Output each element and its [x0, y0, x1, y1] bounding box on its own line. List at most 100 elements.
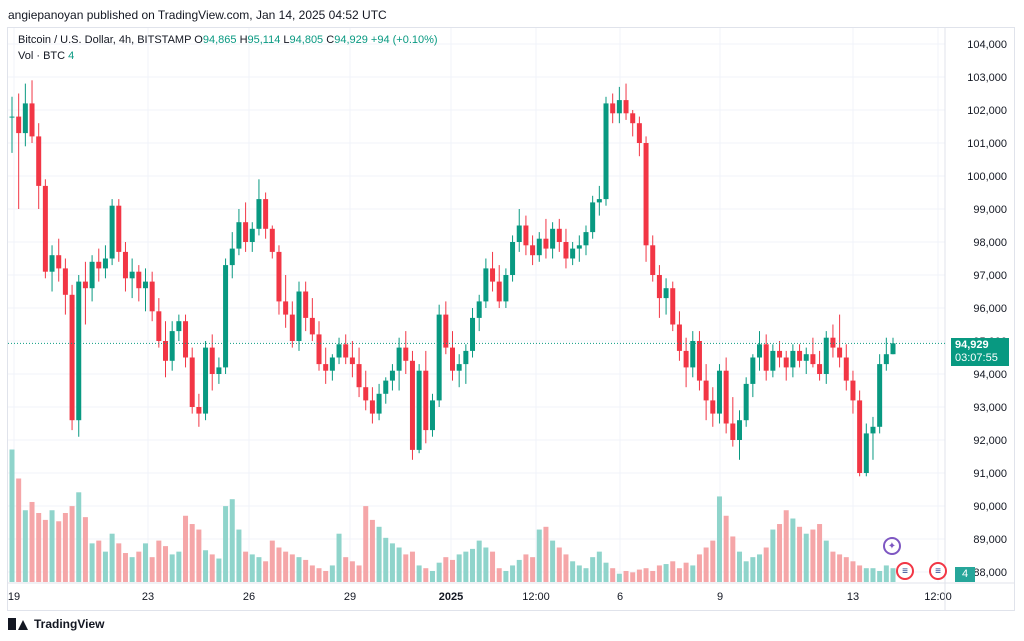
candle-body[interactable] — [416, 370, 422, 450]
candle-body[interactable] — [429, 400, 435, 431]
candle-body[interactable] — [303, 291, 309, 318]
candle-body[interactable] — [42, 185, 48, 272]
candle-body[interactable] — [763, 344, 769, 371]
candle-body[interactable] — [189, 357, 195, 408]
candle-body[interactable] — [616, 100, 622, 114]
candle-body[interactable] — [56, 255, 62, 269]
candle-body[interactable] — [389, 370, 395, 381]
candle-body[interactable] — [797, 350, 803, 361]
candle-body[interactable] — [877, 364, 883, 427]
candle-body[interactable] — [356, 364, 362, 388]
candle-body[interactable] — [36, 136, 42, 186]
candle-body[interactable] — [283, 301, 289, 315]
candle-body[interactable] — [29, 103, 35, 137]
candle-body[interactable] — [229, 248, 235, 266]
candle-body[interactable] — [843, 357, 849, 381]
candle-body[interactable] — [536, 238, 542, 256]
candle-body[interactable] — [863, 433, 869, 473]
candle-body[interactable] — [122, 251, 128, 279]
candle-body[interactable] — [817, 364, 823, 374]
candle-body[interactable] — [376, 393, 382, 414]
candle-body[interactable] — [9, 116, 15, 118]
candle-body[interactable] — [883, 354, 889, 365]
candle-body[interactable] — [850, 380, 856, 401]
candle-body[interactable] — [636, 123, 642, 143]
candle-body[interactable] — [156, 311, 162, 341]
candle-body[interactable] — [550, 228, 556, 249]
candle-body[interactable] — [349, 357, 355, 365]
candle-body[interactable] — [830, 337, 836, 348]
candle-body[interactable] — [316, 334, 322, 365]
candle-body[interactable] — [96, 261, 102, 269]
event-marker-icon[interactable]: ✦ — [883, 537, 901, 555]
candle-body[interactable] — [603, 103, 609, 200]
candle-body[interactable] — [837, 347, 843, 358]
volume-label[interactable]: Vol · BTC — [18, 50, 66, 62]
candle-body[interactable] — [363, 387, 369, 401]
candle-body[interactable] — [22, 103, 28, 134]
candle-body[interactable] — [683, 350, 689, 368]
candle-body[interactable] — [523, 225, 529, 246]
candle-body[interactable] — [890, 343, 896, 355]
candle-body[interactable] — [69, 294, 75, 421]
candle-body[interactable] — [49, 255, 55, 272]
candle-body[interactable] — [470, 317, 476, 351]
candle-body[interactable] — [723, 370, 729, 424]
candle-body[interactable] — [216, 367, 222, 374]
candle-body[interactable] — [116, 205, 122, 252]
candle-body[interactable] — [236, 222, 242, 249]
candle-body[interactable] — [163, 341, 169, 361]
candle-body[interactable] — [743, 383, 749, 421]
candle-body[interactable] — [676, 324, 682, 351]
candle-body[interactable] — [583, 232, 589, 246]
candle-body[interactable] — [716, 370, 722, 414]
candle-body[interactable] — [423, 370, 429, 431]
candle-body[interactable] — [136, 271, 142, 289]
candle-body[interactable] — [476, 301, 482, 318]
candle-body[interactable] — [89, 261, 95, 289]
candle-body[interactable] — [169, 331, 175, 361]
candle-body[interactable] — [409, 360, 415, 450]
candle-body[interactable] — [750, 357, 756, 384]
candle-body[interactable] — [82, 281, 88, 289]
candle-body[interactable] — [757, 344, 763, 358]
candle-body[interactable] — [276, 251, 282, 302]
candle-body[interactable] — [403, 347, 409, 361]
candle-body[interactable] — [670, 288, 676, 325]
candle-body[interactable] — [736, 420, 742, 440]
candle-body[interactable] — [570, 248, 576, 259]
candle-body[interactable] — [516, 225, 522, 243]
candle-body[interactable] — [209, 347, 215, 374]
candle-body[interactable] — [656, 275, 662, 299]
candle-body[interactable] — [783, 357, 789, 368]
candle-body[interactable] — [269, 228, 275, 252]
candle-body[interactable] — [443, 314, 449, 348]
candle-body[interactable] — [296, 291, 302, 342]
candle-body[interactable] — [703, 380, 709, 401]
candle-body[interactable] — [556, 228, 562, 242]
candle-body[interactable] — [323, 364, 329, 371]
candle-body[interactable] — [256, 199, 262, 229]
us-flag-event-icon[interactable]: ≡ — [896, 562, 914, 580]
candle-body[interactable] — [543, 238, 549, 249]
candle-body[interactable] — [383, 380, 389, 394]
candle-body[interactable] — [102, 258, 108, 269]
candle-body[interactable] — [109, 205, 115, 259]
candle-body[interactable] — [810, 354, 816, 365]
candle-body[interactable] — [149, 281, 155, 312]
tradingview-footer[interactable]: TradingView — [8, 617, 104, 631]
candle-body[interactable] — [643, 143, 649, 246]
candle-body[interactable] — [62, 268, 68, 295]
candle-body[interactable] — [870, 426, 876, 434]
candle-body[interactable] — [710, 400, 716, 414]
candle-body[interactable] — [823, 337, 829, 374]
candle-body[interactable] — [176, 321, 182, 332]
us-flag-event-icon[interactable]: ≡ — [929, 562, 947, 580]
candle-body[interactable] — [770, 350, 776, 371]
candle-body[interactable] — [650, 245, 656, 275]
candle-body[interactable] — [490, 268, 496, 282]
candle-body[interactable] — [576, 245, 582, 249]
candle-body[interactable] — [249, 228, 255, 242]
candle-body[interactable] — [503, 275, 509, 302]
candle-body[interactable] — [456, 364, 462, 371]
